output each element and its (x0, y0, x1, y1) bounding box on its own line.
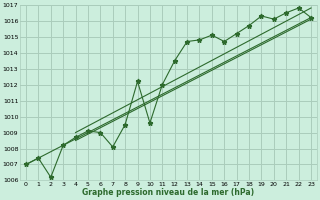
X-axis label: Graphe pression niveau de la mer (hPa): Graphe pression niveau de la mer (hPa) (83, 188, 255, 197)
